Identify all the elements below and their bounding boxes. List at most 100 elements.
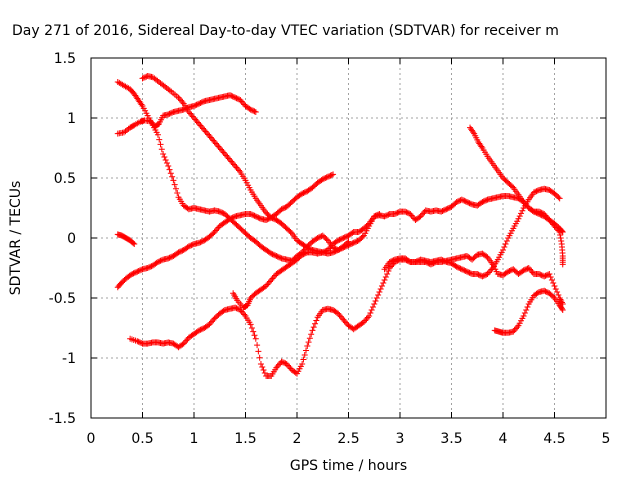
data-point (178, 248, 185, 255)
y-tick-label: 0 (67, 231, 76, 247)
data-point (424, 259, 431, 266)
data-point (165, 255, 172, 262)
data-point (404, 209, 411, 216)
data-point (359, 233, 366, 240)
data-point (131, 241, 138, 247)
data-point (324, 173, 331, 180)
data-point (348, 241, 355, 247)
data-point (277, 254, 284, 261)
data-point (247, 211, 254, 217)
data-point (278, 206, 285, 213)
data-point (287, 229, 294, 235)
data-point (281, 205, 288, 211)
data-point (372, 212, 379, 219)
data-point (227, 92, 234, 99)
data-point (335, 237, 342, 244)
data-point (198, 99, 205, 106)
data-point (140, 74, 147, 81)
axis-ticks (90, 57, 607, 419)
data-point (259, 364, 266, 370)
data-point (189, 241, 196, 248)
data-point (337, 236, 344, 243)
data-point (371, 301, 378, 307)
data-point (523, 307, 530, 313)
data-point (313, 317, 320, 324)
data-point (130, 240, 137, 247)
data-point (163, 160, 170, 166)
y-tick-label: 1 (67, 111, 76, 127)
series-7 (230, 211, 383, 311)
x-tick-labels: 0 0.5 1 1.5 2 2.5 3 3.5 4 4.5 5 (87, 431, 611, 447)
data-point (254, 214, 261, 220)
data-point (353, 238, 360, 245)
data-point (422, 259, 429, 265)
chart-title: Day 271 of 2016, Sidereal Day-to-day VTE… (12, 23, 559, 39)
data-point (323, 236, 330, 243)
data-point (308, 331, 315, 338)
data-point (406, 258, 413, 265)
data-point (321, 175, 328, 182)
data-point (548, 277, 555, 283)
y-tick-labels: -1.5 -1 -0.5 0 0.5 1 1.5 (49, 51, 76, 427)
data-point (375, 292, 382, 298)
data-point (384, 212, 391, 219)
data-point (505, 268, 512, 275)
data-point (319, 176, 326, 183)
data-point (248, 211, 255, 218)
data-point (558, 305, 565, 312)
data-point (454, 198, 461, 205)
data-point (463, 199, 470, 205)
data-point (534, 289, 541, 296)
data-point (129, 271, 136, 277)
data-point (154, 131, 161, 138)
data-point (260, 367, 267, 373)
data-point (252, 109, 259, 115)
data-point (367, 310, 374, 316)
data-point (170, 177, 177, 184)
data-point (134, 338, 141, 345)
data-point (269, 251, 276, 258)
data-point (333, 247, 340, 254)
data-point (444, 205, 451, 212)
data-point (515, 215, 522, 222)
data-point (314, 235, 321, 241)
data-point (351, 239, 358, 246)
data-point (536, 208, 543, 215)
data-point (373, 212, 380, 219)
data-point (176, 248, 183, 255)
data-point (197, 326, 204, 333)
data-point (557, 235, 564, 241)
data-point (509, 266, 516, 273)
data-point (558, 238, 565, 244)
data-point (251, 108, 258, 115)
data-point (521, 310, 528, 316)
x-axis-label: GPS time / hours (290, 458, 407, 474)
data-point (445, 205, 452, 211)
series-1 (114, 79, 352, 264)
data-point (254, 342, 261, 349)
data-point (521, 266, 528, 273)
data-point (479, 273, 486, 280)
data-point (232, 94, 239, 101)
data-point (198, 326, 205, 333)
data-point (391, 211, 398, 217)
data-point (319, 249, 326, 256)
data-point (457, 265, 464, 272)
data-point (384, 271, 391, 277)
data-point (537, 271, 544, 278)
data-point (541, 287, 548, 294)
data-point (230, 214, 237, 220)
data-point (376, 211, 383, 217)
data-point (169, 109, 176, 116)
x-tick-label: 3 (396, 431, 405, 447)
data-point (167, 170, 174, 177)
data-point (252, 213, 259, 220)
data-point (300, 356, 307, 363)
data-point (331, 248, 338, 255)
data-point (554, 289, 561, 295)
data-point (364, 221, 371, 228)
data-point (559, 261, 566, 268)
y-tick-label: -1.5 (49, 411, 76, 427)
data-point (483, 197, 490, 204)
data-point (519, 207, 526, 214)
